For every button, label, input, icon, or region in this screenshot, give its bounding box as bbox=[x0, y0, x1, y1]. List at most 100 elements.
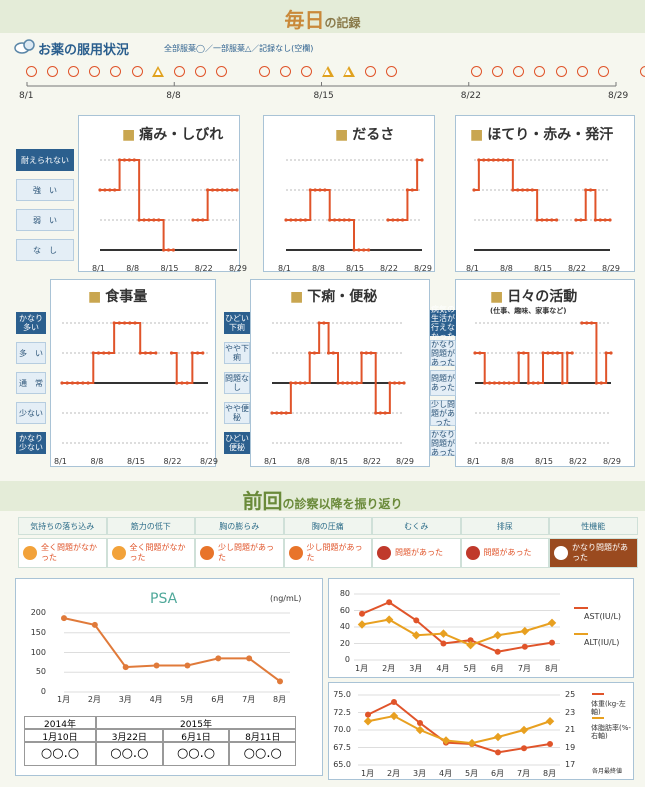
psa-y-tick: 200 bbox=[30, 608, 46, 617]
data-point bbox=[76, 381, 80, 385]
face-icon bbox=[111, 546, 126, 560]
x-tick-label: 8/15 bbox=[127, 457, 145, 466]
weight-x-tick: 3月 bbox=[413, 769, 427, 778]
symptom-charts: ■ 痛み・しびれ 耐えられない強 い弱 いな し 8/1 8/8 8/15 8/22 8/29… bbox=[16, 115, 635, 467]
level-label: 耐えられない bbox=[16, 149, 74, 171]
psa-point bbox=[184, 662, 191, 669]
review-cell: 問題があった bbox=[460, 538, 549, 568]
weight-y-tick: 67.5 bbox=[333, 742, 351, 752]
daily-record-title: 毎日の記録 bbox=[284, 8, 361, 32]
face-icon bbox=[465, 546, 480, 560]
level-label: 少し問題があった bbox=[430, 399, 456, 427]
x-tick-label: 8/29 bbox=[414, 264, 432, 273]
level-label: かなり多い bbox=[16, 312, 46, 334]
x-tick-label: 8/8 bbox=[126, 264, 140, 273]
x-tick-label: 8/1 bbox=[92, 264, 105, 273]
weight-point bbox=[389, 711, 399, 721]
level-label: 通 常 bbox=[16, 372, 46, 394]
psa-value: ○○.○ bbox=[24, 742, 96, 766]
data-point bbox=[308, 351, 312, 355]
x-tick-label: 8/1 bbox=[264, 457, 277, 466]
weight-y-tick: 75.0 bbox=[333, 690, 351, 699]
weight-x-tick: 1月 bbox=[361, 769, 375, 778]
symptom-chart-svg bbox=[60, 321, 208, 444]
data-point bbox=[402, 381, 406, 385]
data-point bbox=[332, 218, 337, 222]
review-cell: 全く問題がなかった bbox=[18, 538, 107, 568]
liver-point bbox=[439, 629, 448, 638]
symptom-title-text: 日々の活動 bbox=[507, 289, 578, 305]
data-point bbox=[185, 381, 189, 385]
weight-line bbox=[367, 714, 551, 745]
liver-point bbox=[549, 639, 555, 646]
level-label: 弱 い bbox=[16, 209, 74, 231]
data-point bbox=[580, 321, 584, 325]
psa-y-tick: 50 bbox=[35, 667, 46, 677]
data-point bbox=[599, 381, 603, 385]
data-point bbox=[482, 158, 486, 162]
psa-point bbox=[122, 664, 129, 671]
review-cell-text: 少し問題があった bbox=[306, 543, 363, 562]
data-point bbox=[108, 188, 112, 192]
weight-y-tick: 65.0 bbox=[333, 760, 351, 769]
data-point bbox=[70, 381, 75, 385]
data-point bbox=[313, 188, 317, 192]
review-header: 筋力の低下 bbox=[106, 517, 195, 535]
liver-x-tick: 4月 bbox=[436, 664, 450, 673]
data-point bbox=[369, 351, 373, 355]
x-tick-label: 8/8 bbox=[500, 264, 513, 273]
symptom-panel bbox=[250, 279, 430, 467]
series-line bbox=[475, 352, 573, 384]
partial-triangle bbox=[152, 66, 165, 77]
symptom-title: ■ 食事量 bbox=[88, 286, 147, 306]
symptom-panel bbox=[455, 115, 635, 272]
weight-legend: 体脂肪率(%-右軸) bbox=[591, 724, 631, 740]
level-label: 問題なし bbox=[224, 372, 250, 394]
data-point bbox=[472, 188, 476, 192]
data-point bbox=[511, 188, 515, 192]
weight-point bbox=[391, 699, 397, 705]
level-label: な し bbox=[16, 239, 74, 261]
review-cell-text: 全く問題がなかった bbox=[41, 543, 97, 562]
face-icon bbox=[200, 546, 214, 560]
taken-circle bbox=[597, 66, 609, 77]
level-label: やや便秘 bbox=[224, 402, 250, 424]
x-tick-label: 8/15 bbox=[346, 264, 364, 273]
meds-axis-label: 8/8 bbox=[166, 91, 181, 101]
data-point bbox=[122, 158, 127, 162]
data-point bbox=[579, 218, 583, 222]
pill-icon bbox=[14, 38, 36, 56]
data-point bbox=[270, 411, 274, 415]
review-header: むくみ bbox=[372, 517, 461, 535]
liver-point bbox=[493, 631, 502, 640]
taken-circle bbox=[534, 66, 546, 77]
taken-circle bbox=[470, 66, 482, 77]
data-point bbox=[391, 218, 395, 222]
data-point bbox=[91, 351, 95, 355]
taken-circle bbox=[216, 66, 228, 77]
taken-circle bbox=[513, 66, 525, 77]
psa-x-tick: 4月 bbox=[149, 695, 163, 704]
psa-point bbox=[246, 655, 253, 662]
liver-line bbox=[361, 601, 553, 653]
review-band bbox=[0, 481, 645, 511]
data-point bbox=[609, 351, 613, 355]
data-point bbox=[65, 381, 69, 385]
psa-y-tick: 0 bbox=[40, 687, 46, 696]
liver-x-tick: 1月 bbox=[355, 664, 369, 673]
liver-legend: ALT(IU/L) bbox=[584, 638, 620, 647]
liver-point bbox=[466, 640, 475, 650]
x-tick-label: 8/29 bbox=[396, 457, 414, 466]
data-point bbox=[352, 248, 356, 252]
symptom-panel bbox=[263, 115, 435, 272]
data-point bbox=[86, 381, 90, 385]
data-point bbox=[171, 248, 175, 252]
data-point bbox=[102, 351, 106, 355]
data-point bbox=[201, 351, 205, 355]
data-point bbox=[378, 411, 383, 415]
liver-y-tick: 0 bbox=[344, 655, 350, 664]
data-point bbox=[322, 321, 326, 325]
x-tick-label: 8/15 bbox=[160, 264, 179, 273]
data-point bbox=[492, 381, 497, 385]
symptom-title: ■ 下痢・便秘 bbox=[290, 286, 377, 306]
